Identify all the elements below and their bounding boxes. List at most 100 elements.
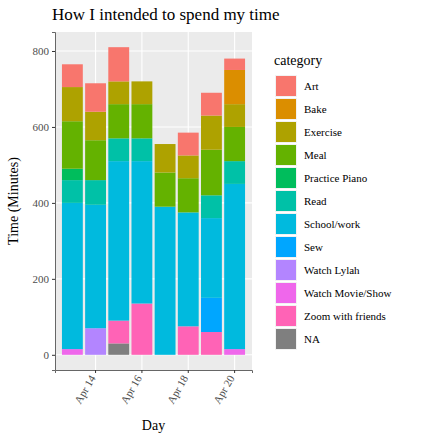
legend-label: Read <box>304 195 327 207</box>
bar-segment <box>155 144 176 145</box>
bar-segment <box>155 144 176 172</box>
legend-key-bg <box>275 75 297 97</box>
grid-line-y <box>55 126 252 127</box>
bar-segment <box>131 81 152 82</box>
bar-segment <box>108 47 129 81</box>
bar-segment <box>62 64 83 87</box>
bar-segment <box>224 161 245 184</box>
bar-segment <box>108 161 129 321</box>
series <box>62 104 245 212</box>
x-tick-label: Apr 16 <box>118 372 144 405</box>
series <box>62 81 245 178</box>
legend-key-bg <box>275 282 297 304</box>
bar-segment <box>201 116 222 150</box>
bar-segment <box>62 121 83 168</box>
bar-segment <box>62 203 83 349</box>
series <box>108 343 129 354</box>
legend: categoryArtBakeExerciseMealPractice Pian… <box>274 53 391 350</box>
bar-segment <box>224 184 245 349</box>
bar-segment <box>131 138 152 161</box>
x-tick-label: Apr 20 <box>211 372 237 405</box>
legend-label: Art <box>304 80 319 92</box>
bar-segment <box>85 205 106 328</box>
y-tick: 400 <box>33 197 56 209</box>
series <box>201 298 222 332</box>
bar-segment <box>201 150 222 196</box>
bar-segment <box>62 349 83 355</box>
x-axis-title: Day <box>142 418 165 433</box>
legend-title: category <box>274 53 322 68</box>
legend-swatch <box>276 237 296 257</box>
x-tick-mark <box>72 370 73 373</box>
x-tick-label: Apr 14 <box>72 372 98 405</box>
y-tick-label: 200 <box>33 273 50 285</box>
bar-segment <box>224 70 245 104</box>
x-tick <box>211 370 212 373</box>
y-tick-label: 800 <box>33 45 50 57</box>
legend-key-bg <box>275 98 297 120</box>
bar-segment <box>108 138 129 161</box>
legend-key-bg <box>275 305 297 327</box>
grid-line-y <box>55 202 252 203</box>
bar-segment <box>224 349 245 355</box>
bar-segment <box>155 207 176 355</box>
legend-swatch <box>276 260 296 280</box>
x-tick <box>165 370 166 373</box>
bar-segment <box>224 59 245 70</box>
y-tick: 200 <box>33 273 56 285</box>
y-tick-mark <box>52 279 55 280</box>
bar-segment <box>178 178 199 212</box>
legend-swatch <box>276 214 296 234</box>
legend-key-bg <box>275 213 297 235</box>
x-tick-mark <box>211 370 212 373</box>
bar-segment <box>178 155 199 178</box>
legend-label: Watch Lylah <box>304 264 360 276</box>
bar-segment <box>131 81 152 82</box>
bar-segment <box>108 321 129 344</box>
series <box>224 70 245 104</box>
bar-segment <box>85 140 106 180</box>
bar-segment <box>201 218 222 298</box>
bar-segment <box>62 180 83 203</box>
legend-label: Practice Piano <box>304 172 368 184</box>
legend-swatch <box>276 168 296 188</box>
legend-key-bg <box>275 328 297 350</box>
legend-label: Zoom with friends <box>304 310 386 322</box>
x-tick: Apr 18 <box>165 370 191 406</box>
grid-line-y <box>55 50 252 51</box>
x-tick-mark <box>141 370 142 373</box>
legend-label: Sew <box>304 241 323 253</box>
y-tick-label: 600 <box>33 121 50 133</box>
x-tick-mark <box>165 370 166 373</box>
series <box>62 138 245 218</box>
y-tick: 800 <box>33 45 56 57</box>
y-tick-label: 400 <box>33 197 50 209</box>
bar-segment <box>131 161 152 303</box>
y-axis: 0 200 400 600 800 <box>33 33 56 371</box>
legend-swatch <box>276 99 296 119</box>
legend-key-bg <box>275 121 297 143</box>
legend-label: Bake <box>304 103 327 115</box>
bar-segment <box>201 93 222 116</box>
bar-segment <box>155 144 176 145</box>
bar-segment <box>131 104 152 138</box>
bar-segment <box>62 87 83 121</box>
bar-segment <box>108 343 129 354</box>
x-tick: Apr 14 <box>72 370 98 406</box>
x-tick-mark <box>95 370 96 373</box>
chart: 0200400600800Apr 14Apr 16Apr 18Apr 20How… <box>0 0 422 440</box>
y-tick-mark <box>52 355 55 356</box>
bars <box>62 47 245 355</box>
y-tick-mark <box>52 203 55 204</box>
y-tick-mark <box>52 51 55 52</box>
y-tick-label: 0 <box>44 349 50 361</box>
legend-swatch <box>276 329 296 349</box>
legend-key-bg <box>275 236 297 258</box>
legend-swatch <box>276 145 296 165</box>
x-tick: Apr 16 <box>118 370 144 406</box>
legend-key-bg <box>275 167 297 189</box>
legend-swatch <box>276 283 296 303</box>
legend-key-bg <box>275 144 297 166</box>
bar-segment <box>178 212 199 326</box>
bar-segment <box>62 169 83 180</box>
